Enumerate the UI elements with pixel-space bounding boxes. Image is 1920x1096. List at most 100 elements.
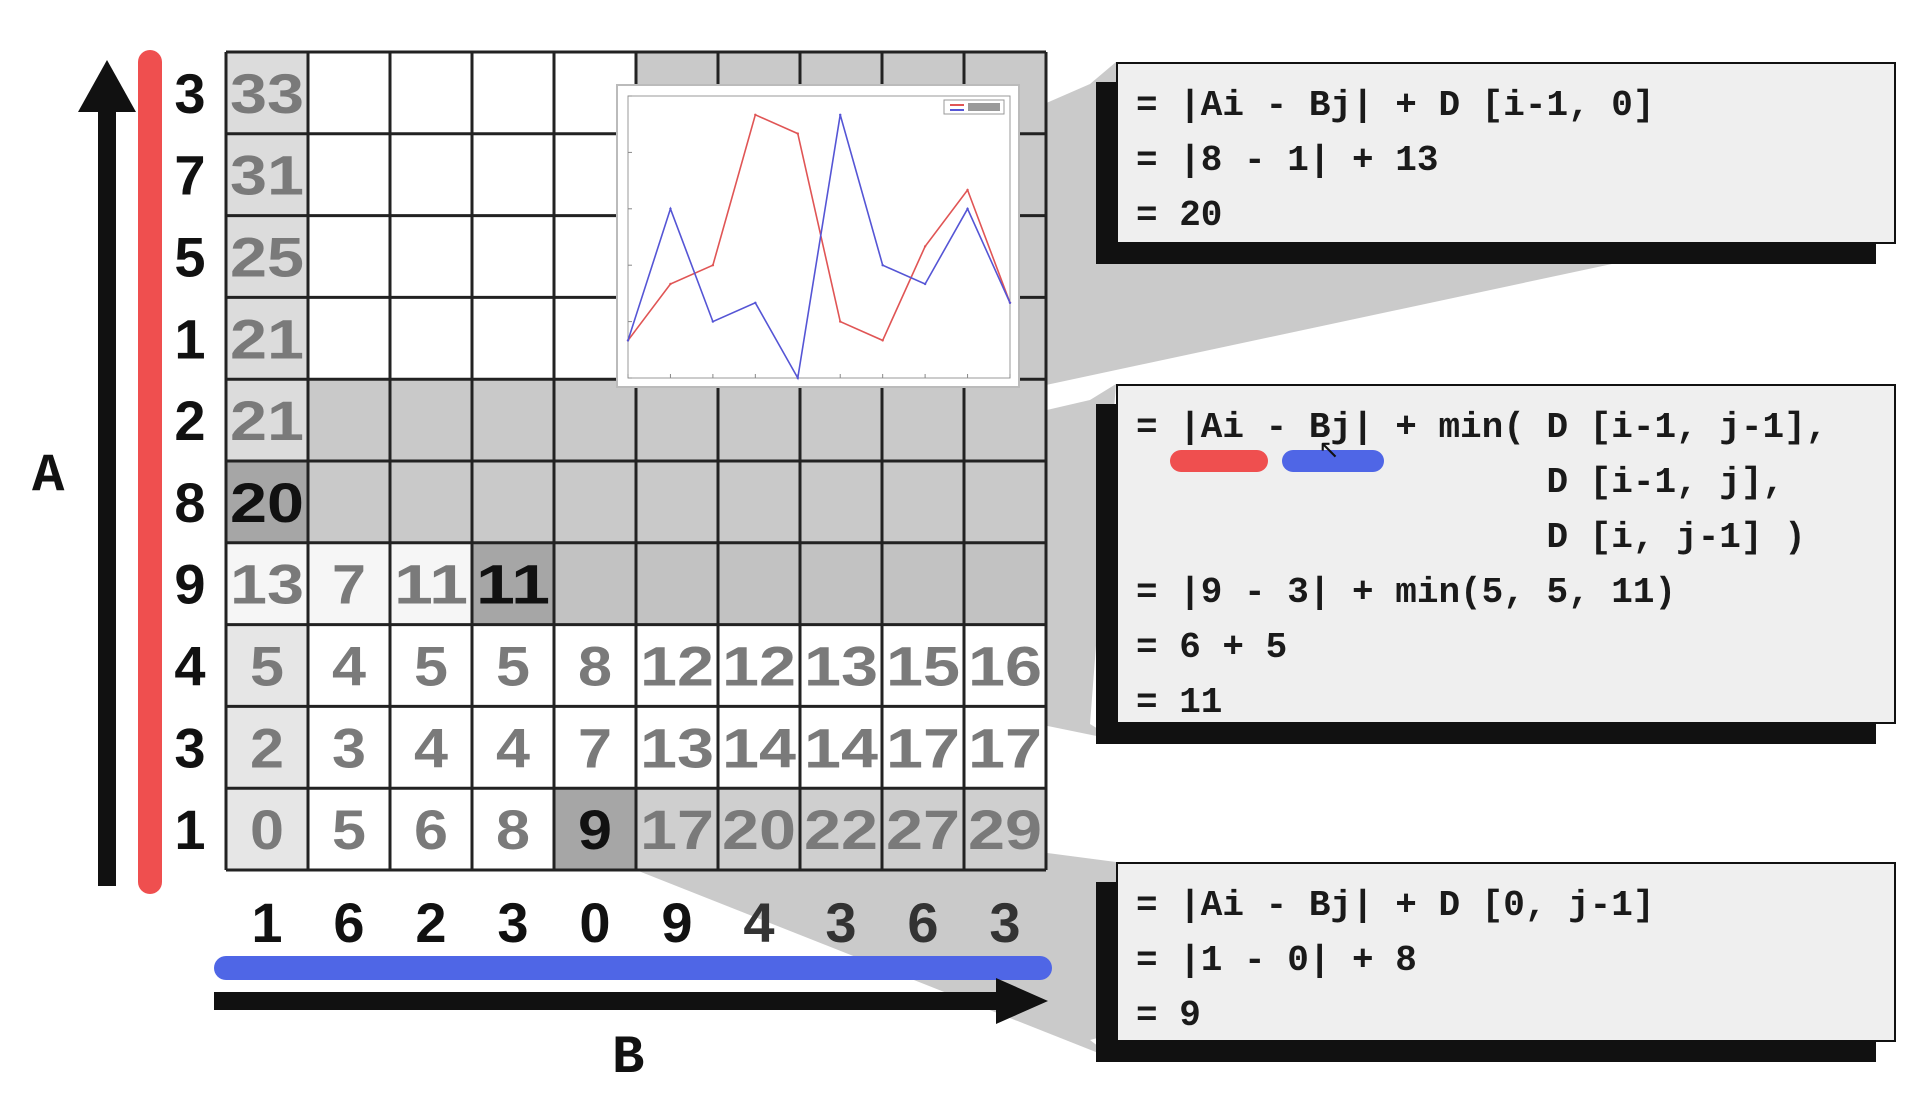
matrix-cell [226,461,308,543]
sequence-b-value: 3 [825,891,856,954]
sequence-b-value: 3 [989,891,1020,954]
matrix-cell [718,379,800,461]
matrix-cell [308,706,390,789]
sequence-a-value: 3 [174,62,205,125]
matrix-cell [964,542,1046,625]
matrix-cell-value: 4 [332,635,366,698]
axis-a-red-bar [138,50,162,894]
matrix-cell-value: 11 [476,553,550,616]
matrix-cell [472,379,554,461]
matrix-cell [882,624,964,707]
matrix-cell [800,542,882,625]
sequence-b-value: 1 [251,891,282,954]
sequence-a-value: 5 [174,226,205,289]
matrix-cell-value: 33 [230,62,304,125]
sequence-a-value: 1 [174,307,205,370]
matrix-cell [308,379,390,461]
matrix-cell [390,215,472,298]
matrix-cell-value: 16 [968,635,1042,698]
matrix-cell [554,788,636,870]
axis-b-arrow-shaft [214,992,1010,1010]
matrix-cell [718,706,800,789]
matrix-cell [964,379,1046,461]
matrix-cell [390,133,472,216]
matrix-cell [472,133,554,216]
matrix-cell [554,461,636,543]
matrix-cell [636,379,718,461]
matrix-cell [718,297,800,380]
matrix-cell [636,215,718,298]
matrix-cell [390,297,472,380]
matrix-cell [308,52,390,134]
matrix-cell [636,297,718,380]
matrix-cell [226,133,308,216]
axis-a-arrow-shaft [98,110,116,886]
matrix-cell [472,706,554,789]
matrix-cell [554,52,636,134]
axes [78,50,1052,1024]
matrix-cell [554,379,636,461]
matrix-cell [800,461,882,543]
matrix-cell-value: 5 [496,635,530,698]
matrix-cell [390,542,472,625]
matrix-cell-value: 13 [640,716,714,779]
sequence-a-value: 2 [174,389,205,452]
matrix-cell [800,788,882,870]
matrix-cell-value: 7 [332,553,366,616]
matrix-cell [636,706,718,789]
matrix-cell [472,461,554,543]
matrix-cell [554,215,636,298]
matrix-cell [718,52,800,134]
matrix-cell [882,133,964,216]
matrix-cell [308,461,390,543]
matrix-cell [964,52,1046,134]
matrix-cell [390,52,472,134]
axis-b-blue-bar [214,956,1052,980]
matrix-cell-value: 5 [414,635,448,698]
matrix-cell [554,706,636,789]
matrix-cell-value: 4 [496,716,530,779]
matrix-cell [964,788,1046,870]
matrix-cell-value: 5 [332,798,366,861]
matrix-cell-value: 12 [722,635,796,698]
matrix-cell-value: 17 [640,798,714,861]
matrix-cell [554,542,636,625]
sequence-a-value: 1 [174,798,205,861]
matrix-cell-value: 13 [804,635,878,698]
matrix-cell-value: 8 [496,798,530,861]
matrix-cell [308,542,390,625]
matrix-cell [226,215,308,298]
matrix-cell [882,542,964,625]
sequence-a-value: 3 [174,716,205,779]
matrix-cell [390,788,472,870]
matrix-cell-value: 31 [230,144,304,207]
matrix-cell [226,297,308,380]
sequence-a-value: 8 [174,471,205,534]
matrix-cell [226,52,308,134]
matrix-cell [636,52,718,134]
matrix-cell-value: 8 [578,635,612,698]
matrix-cell-value: 29 [968,798,1042,861]
matrix-cell [472,52,554,134]
sequence-a-value: 4 [174,635,205,698]
matrix-cell [554,297,636,380]
matrix-cell [800,706,882,789]
matrix-cell [226,788,308,870]
sequence-b-value: 6 [333,891,364,954]
matrix-cell [882,52,964,134]
matrix-cell [800,52,882,134]
matrix-cell-value: 17 [968,716,1042,779]
matrix-cell [472,215,554,298]
matrix-cell-value: 5 [250,635,284,698]
matrix-cell-value: 21 [230,307,304,370]
matrix-cell [308,788,390,870]
matrix-cell [882,788,964,870]
matrix-cell-value: 17 [886,716,960,779]
matrix-cell [226,624,308,707]
matrix-cell-value: 11 [394,553,468,616]
matrix-cell [882,215,964,298]
matrix-cell [964,624,1046,707]
matrix-cell [472,624,554,707]
